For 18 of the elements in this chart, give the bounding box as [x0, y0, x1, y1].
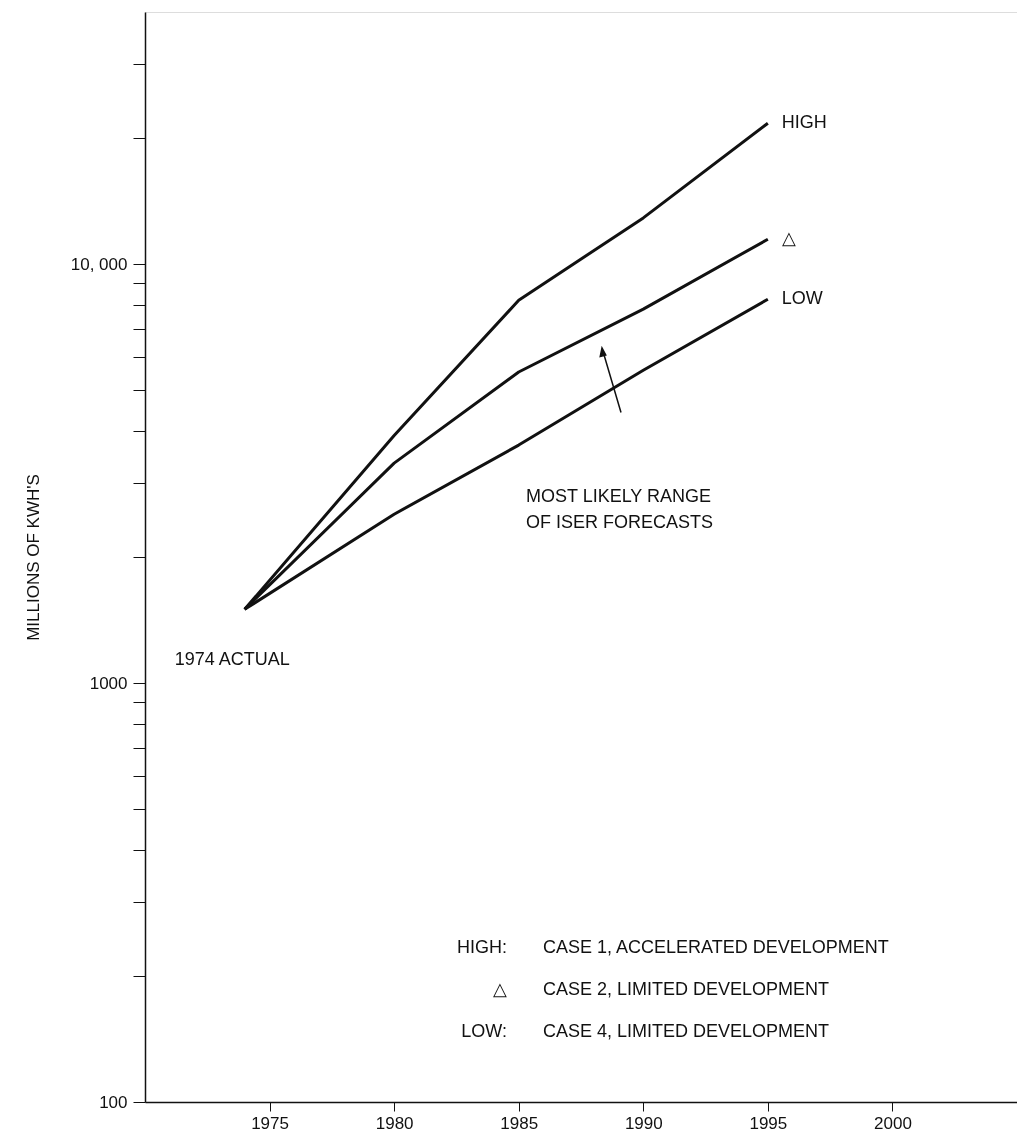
x-tick-label: 1985	[500, 1113, 539, 1133]
text: HIGH: CASE 1, ACCELERATED DEVELOPMENT	[456, 937, 889, 957]
y-axis-title: MILLIONS OF KWH'S	[23, 474, 43, 641]
x-tick-label: 1980	[375, 1113, 414, 1133]
x-tick-label: 1975	[251, 1113, 289, 1133]
x-tick-label: 2000	[874, 1113, 912, 1133]
series-label: △	[781, 228, 796, 249]
x-tick-label: 1990	[624, 1113, 663, 1133]
y-tick-label: 1000	[89, 673, 128, 693]
series-label: HIGH	[781, 112, 827, 133]
annotation: MOST LIKELY RANGE OF ISER FORECASTS	[526, 486, 714, 532]
y-tick-label: 100	[99, 1092, 128, 1112]
text: △ CASE 2, LIMITED DEVELOPMENT	[493, 979, 830, 999]
series-label: LOW	[781, 288, 823, 309]
x-tick-label: 1995	[749, 1113, 788, 1133]
annotation: 1974 ACTUAL	[174, 649, 290, 670]
y-tick-label: 10, 000	[70, 254, 128, 274]
text: LOW: CASE 4, LIMITED DEVELOPMENT	[461, 1021, 830, 1041]
